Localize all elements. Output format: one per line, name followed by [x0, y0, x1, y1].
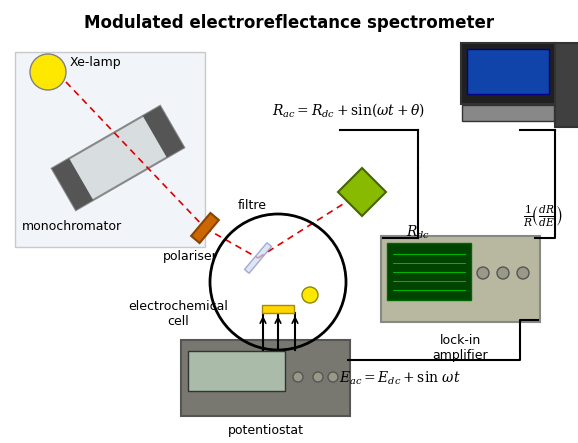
FancyBboxPatch shape — [191, 213, 219, 243]
Text: Modulated electroreflectance spectrometer: Modulated electroreflectance spectromete… — [84, 14, 494, 32]
Circle shape — [293, 372, 303, 382]
Circle shape — [328, 372, 338, 382]
FancyBboxPatch shape — [143, 106, 184, 158]
Circle shape — [313, 372, 323, 382]
FancyBboxPatch shape — [181, 340, 350, 416]
Text: monochromator: monochromator — [22, 220, 122, 233]
FancyBboxPatch shape — [262, 305, 294, 313]
Text: lock-in
amplifier: lock-in amplifier — [433, 334, 488, 362]
FancyBboxPatch shape — [52, 106, 184, 210]
Text: potentiostat: potentiostat — [228, 424, 303, 437]
FancyBboxPatch shape — [15, 52, 205, 247]
FancyBboxPatch shape — [381, 236, 540, 322]
Circle shape — [302, 287, 318, 303]
Text: $R_{ac} = R_{dc} + \sin(\omega t + \theta)$: $R_{ac} = R_{dc} + \sin(\omega t + \thet… — [272, 101, 424, 119]
Circle shape — [497, 267, 509, 279]
Text: Xe-lamp: Xe-lamp — [70, 55, 121, 69]
Text: filtre: filtre — [238, 198, 267, 211]
Circle shape — [517, 267, 529, 279]
Text: polariser: polariser — [162, 250, 217, 263]
FancyBboxPatch shape — [387, 243, 471, 300]
FancyBboxPatch shape — [555, 43, 578, 127]
Polygon shape — [338, 168, 386, 216]
Text: $\frac{1}{R}\!\left(\frac{dR}{dE}\right)$: $\frac{1}{R}\!\left(\frac{dR}{dE}\right)… — [523, 202, 563, 228]
FancyBboxPatch shape — [52, 159, 93, 210]
Text: $E_{ac} = E_{dc} + \sin\,\omega t$: $E_{ac} = E_{dc} + \sin\,\omega t$ — [339, 369, 461, 387]
FancyBboxPatch shape — [462, 105, 554, 121]
FancyBboxPatch shape — [188, 351, 285, 391]
Text: $R_{dc}$: $R_{dc}$ — [406, 223, 430, 241]
Circle shape — [477, 267, 489, 279]
Circle shape — [30, 54, 66, 90]
FancyBboxPatch shape — [244, 243, 272, 273]
FancyBboxPatch shape — [467, 49, 549, 94]
Text: electrochemical
cell: electrochemical cell — [128, 300, 228, 328]
FancyBboxPatch shape — [461, 43, 555, 104]
